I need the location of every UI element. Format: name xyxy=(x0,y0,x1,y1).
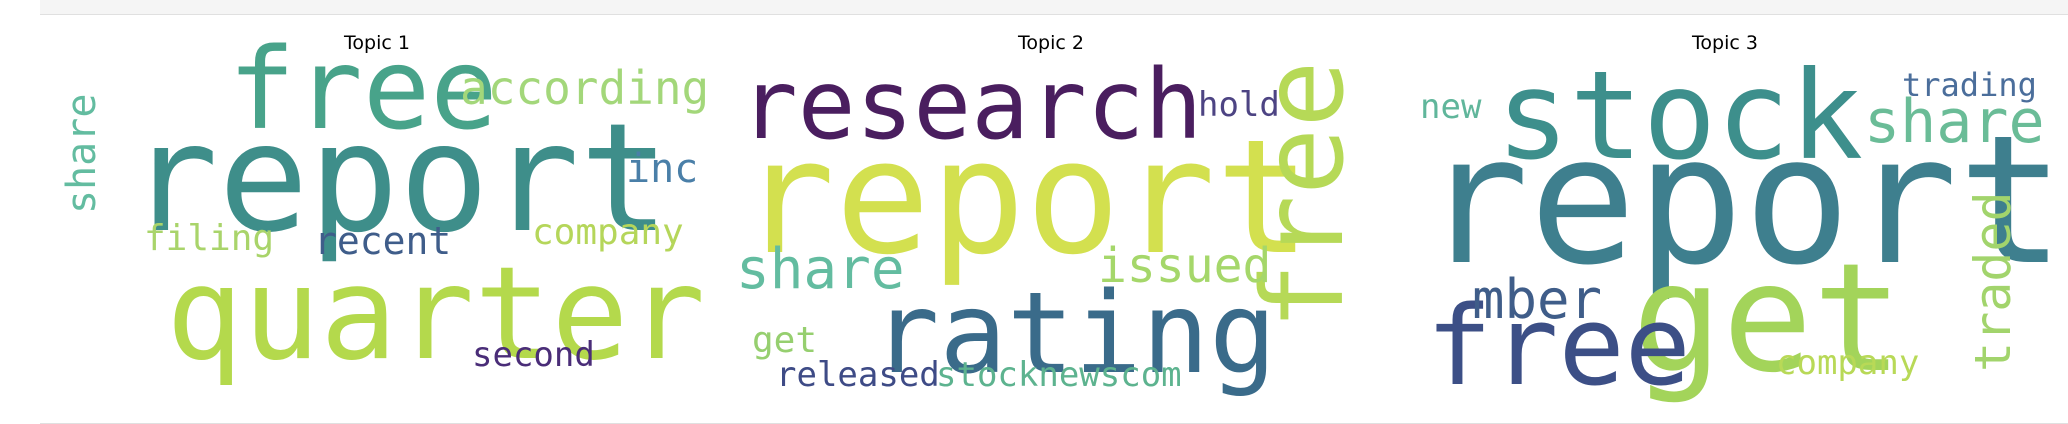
word-get: get xyxy=(752,320,817,361)
word-company: company xyxy=(532,212,684,253)
word-inc: inc xyxy=(626,146,698,192)
word-stocknewscom: stocknewscom xyxy=(936,355,1182,395)
word-report: report xyxy=(1422,97,2065,304)
word-company: company xyxy=(1776,343,1919,383)
word-stock: stock xyxy=(1496,45,1863,187)
wordcloud-topic-2: report research rating free share issued… xyxy=(736,49,1369,399)
word-free: free xyxy=(1426,282,1691,410)
word-share: share xyxy=(1864,87,2045,157)
wordcloud-panel-topic-2: Topic 2 report research rating free shar… xyxy=(714,0,1388,424)
top-bar xyxy=(40,0,2068,15)
word-get: get xyxy=(1632,232,1903,406)
word-trading: trading xyxy=(1902,66,2037,104)
word-released: released xyxy=(776,355,940,395)
word-free: free xyxy=(228,25,498,155)
word-new: new xyxy=(1420,87,1482,127)
panel-title: Topic 2 xyxy=(1018,32,1084,54)
wordcloud-topic-1: report quarter free according inc share … xyxy=(59,25,709,389)
panel-title: Topic 1 xyxy=(344,32,410,54)
word-quarter: quarter xyxy=(166,240,705,389)
word-filing: filing xyxy=(144,218,274,259)
word-free: free xyxy=(1239,60,1369,330)
word-research: research xyxy=(740,49,1202,161)
wordcloud-topic-3: report stock get free share mber traded … xyxy=(1420,45,2065,410)
panel-title: Topic 3 xyxy=(1692,32,1758,54)
word-mber: mber xyxy=(1472,268,1602,331)
word-report: report xyxy=(128,92,670,266)
word-according: according xyxy=(460,61,709,115)
word-report: report xyxy=(740,106,1311,290)
word-second: second xyxy=(472,335,595,375)
word-share: share xyxy=(59,94,105,214)
wordcloud-panel-topic-1: Topic 1 report quarter free according in… xyxy=(40,0,714,424)
word-share: share xyxy=(736,237,905,302)
wordcloud-panel-topic-3: Topic 3 report stock get free share mber… xyxy=(1388,0,2065,424)
word-recent: recent xyxy=(314,219,451,263)
word-hold: hold xyxy=(1198,85,1280,125)
word-traded: traded xyxy=(1964,191,2022,372)
word-rating: rating xyxy=(872,269,1277,399)
word-issued: issued xyxy=(1098,238,1271,294)
